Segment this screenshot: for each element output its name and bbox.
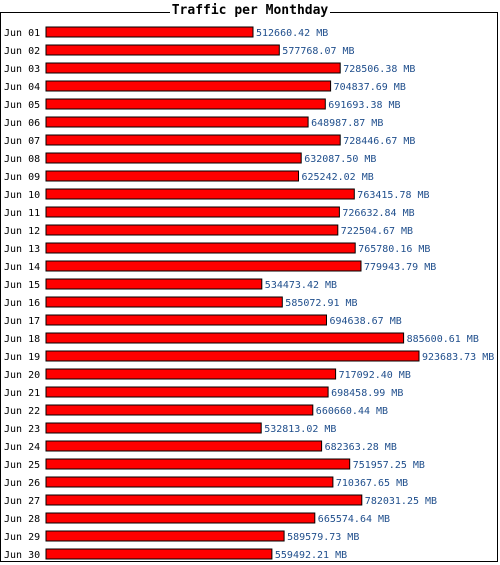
traffic-bar	[45, 476, 334, 488]
traffic-bar	[45, 512, 316, 524]
day-label: Jun 20	[4, 370, 40, 381]
day-label: Jun 10	[4, 190, 40, 201]
day-label: Jun 27	[4, 496, 40, 507]
value-label: 704837.69 MB	[334, 82, 406, 93]
value-label: 710367.65 MB	[336, 478, 408, 489]
value-label: 589579.73 MB	[287, 532, 359, 543]
day-label: Jun 16	[4, 298, 40, 309]
value-label: 625242.02 MB	[302, 172, 374, 183]
day-label: Jun 09	[4, 172, 40, 183]
traffic-bar	[45, 440, 323, 452]
traffic-bar	[45, 332, 405, 344]
day-label: Jun 25	[4, 460, 40, 471]
value-label: 632087.50 MB	[304, 154, 376, 165]
chart-title-wrap: Traffic per Monthday	[0, 3, 500, 19]
value-label: 648987.87 MB	[311, 118, 383, 129]
traffic-bar	[45, 188, 355, 200]
value-label: 728446.67 MB	[343, 136, 415, 147]
traffic-bar	[45, 548, 273, 560]
traffic-bar	[45, 62, 341, 74]
traffic-bar	[45, 350, 420, 362]
value-label: 779943.79 MB	[364, 262, 436, 273]
day-label: Jun 22	[4, 406, 40, 417]
traffic-bar	[45, 98, 326, 110]
day-label: Jun 26	[4, 478, 40, 489]
traffic-bar	[45, 134, 341, 146]
day-label: Jun 15	[4, 280, 40, 291]
day-label: Jun 23	[4, 424, 40, 435]
day-label: Jun 18	[4, 334, 40, 345]
day-label: Jun 04	[4, 82, 40, 93]
day-label: Jun 30	[4, 550, 40, 561]
traffic-bar	[45, 314, 327, 326]
value-label: 885600.61 MB	[407, 334, 479, 345]
day-label: Jun 12	[4, 226, 40, 237]
traffic-bar	[45, 278, 263, 290]
value-label: 717092.40 MB	[339, 370, 411, 381]
traffic-bar	[45, 368, 337, 380]
traffic-bar	[45, 170, 299, 182]
value-label: 577768.07 MB	[282, 46, 354, 57]
traffic-bar	[45, 422, 262, 434]
day-label: Jun 11	[4, 208, 40, 219]
traffic-bar	[45, 116, 309, 128]
value-label: 751957.25 MB	[353, 460, 425, 471]
chart-title: Traffic per Monthday	[169, 3, 331, 18]
traffic-bar	[45, 530, 285, 542]
traffic-bar	[45, 26, 254, 38]
traffic-bar	[45, 404, 314, 416]
day-label: Jun 01	[4, 28, 40, 39]
day-label: Jun 08	[4, 154, 40, 165]
value-label: 532813.02 MB	[264, 424, 336, 435]
traffic-bar	[45, 242, 356, 254]
day-label: Jun 19	[4, 352, 40, 363]
value-label: 722504.67 MB	[341, 226, 413, 237]
traffic-bar	[45, 206, 340, 218]
traffic-bar	[45, 224, 339, 236]
value-label: 698458.99 MB	[331, 388, 403, 399]
value-label: 559492.21 MB	[275, 550, 347, 561]
value-label: 660660.44 MB	[316, 406, 388, 417]
value-label: 782031.25 MB	[365, 496, 437, 507]
value-label: 923683.73 MB	[422, 352, 494, 363]
day-label: Jun 05	[4, 100, 40, 111]
value-label: 682363.28 MB	[325, 442, 397, 453]
traffic-bar	[45, 296, 283, 308]
day-label: Jun 24	[4, 442, 40, 453]
value-label: 691693.38 MB	[328, 100, 400, 111]
day-label: Jun 13	[4, 244, 40, 255]
value-label: 665574.64 MB	[318, 514, 390, 525]
day-label: Jun 21	[4, 388, 40, 399]
value-label: 728506.38 MB	[343, 64, 415, 75]
day-label: Jun 29	[4, 532, 40, 543]
value-label: 765780.16 MB	[358, 244, 430, 255]
value-label: 512660.42 MB	[256, 28, 328, 39]
day-label: Jun 06	[4, 118, 40, 129]
value-label: 694638.67 MB	[330, 316, 402, 327]
day-label: Jun 07	[4, 136, 40, 147]
value-label: 585072.91 MB	[285, 298, 357, 309]
traffic-bar	[45, 260, 362, 272]
traffic-bar	[45, 80, 332, 92]
value-label: 763415.78 MB	[357, 190, 429, 201]
day-label: Jun 03	[4, 64, 40, 75]
day-label: Jun 28	[4, 514, 40, 525]
day-label: Jun 17	[4, 316, 40, 327]
day-label: Jun 14	[4, 262, 40, 273]
traffic-bar	[45, 386, 329, 398]
traffic-bar	[45, 152, 302, 164]
traffic-bar	[45, 44, 280, 56]
value-label: 534473.42 MB	[265, 280, 337, 291]
traffic-bar	[45, 494, 363, 506]
traffic-bar	[45, 458, 351, 470]
value-label: 726632.84 MB	[342, 208, 414, 219]
day-label: Jun 02	[4, 46, 40, 57]
